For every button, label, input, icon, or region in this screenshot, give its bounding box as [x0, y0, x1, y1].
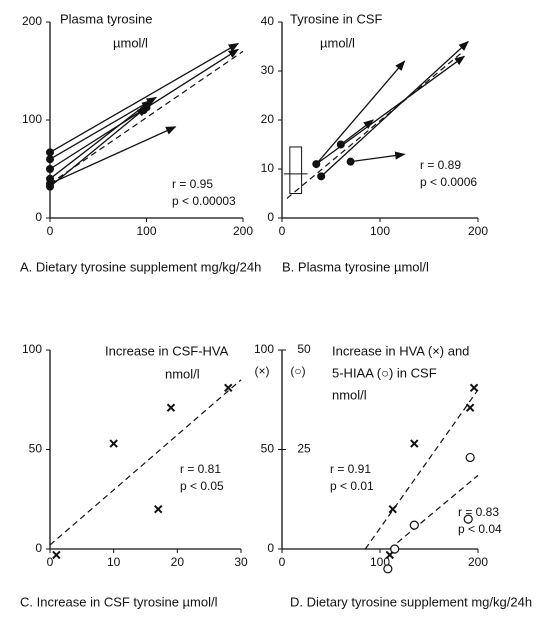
point [166, 403, 176, 412]
panel-title: Tyrosine in CSF [290, 11, 383, 26]
arrow [49, 42, 240, 153]
point [46, 148, 54, 157]
y-tick-label: 100 [22, 342, 42, 356]
point [142, 103, 151, 112]
panel-title: µmol/l [320, 35, 355, 50]
x-tick-label: 0 [279, 224, 286, 238]
y2-tick-label: 50 [297, 342, 311, 356]
x-tick-label: 0 [47, 224, 54, 238]
panel-title: Increase in HVA (×) and [332, 343, 469, 358]
x-tick-label: 200 [468, 224, 488, 238]
x-tick-label: 10 [107, 555, 121, 569]
x-tick-label: 0 [47, 555, 54, 569]
panel-title: Plasma tyrosine [60, 11, 152, 26]
point [383, 564, 393, 574]
arrow [49, 96, 158, 160]
y2-tick-label: 25 [297, 442, 311, 456]
point [463, 514, 473, 524]
x-tick-label: 0 [279, 555, 286, 569]
point [409, 520, 419, 530]
point [388, 504, 397, 514]
point [52, 550, 61, 560]
annotation: p < 0.04 [458, 522, 502, 536]
annotation: p < 0.0006 [420, 175, 477, 189]
x-tick-label: 20 [171, 555, 185, 569]
arrow [315, 55, 466, 165]
point [336, 140, 345, 149]
arrow [320, 40, 469, 177]
fit-line [364, 389, 479, 550]
point [109, 439, 118, 448]
y-tick-label: 0 [35, 541, 42, 555]
arrow [350, 151, 406, 163]
panel-title: nmol/l [332, 387, 367, 402]
point [346, 157, 355, 166]
point [224, 383, 233, 393]
arrow [49, 99, 153, 180]
y-tick-label: 30 [261, 63, 275, 77]
x-axis-label: A. Dietary tyrosine supplement mg/kg/24h [20, 259, 261, 274]
y-tick-label: 10 [261, 161, 275, 175]
x-tick-label: 200 [468, 555, 488, 569]
panel-title: Increase in CSF-HVA [105, 343, 229, 358]
x-tick-label: 100 [370, 224, 390, 238]
point [46, 155, 54, 164]
annotation: r = 0.95 [172, 177, 213, 191]
x-tick-label: 30 [234, 555, 248, 569]
annotation: r = 0.81 [180, 462, 221, 476]
annotation: p < 0.05 [180, 479, 224, 493]
point [46, 165, 54, 173]
point [469, 383, 479, 393]
y-tick-label: 200 [22, 14, 42, 28]
annotation: p < 0.00003 [172, 194, 236, 208]
y-tick-label: 0 [35, 210, 42, 224]
annotation: r = 0.91 [330, 462, 371, 476]
x-axis-label: C. Increase in CSF tyrosine µmol/l [20, 594, 218, 609]
y-tick-label: 0 [267, 541, 274, 555]
point [46, 182, 54, 191]
y-tick-label: 0 [267, 210, 274, 224]
point [390, 544, 400, 554]
panel-title: 5-HIAA (○) in CSF [332, 365, 437, 380]
x-axis-label: B. Plasma tyrosine µmol/l [282, 259, 429, 274]
fit-line [49, 379, 242, 546]
fit-line [286, 50, 464, 199]
y-axis-label: (×) [255, 364, 270, 378]
x-tick-label: 100 [136, 224, 156, 238]
y-tick-label: 100 [22, 112, 42, 126]
x-tick-label: 200 [233, 224, 253, 238]
arrow [49, 126, 177, 185]
point [317, 172, 326, 181]
x-axis-label: D. Dietary tyrosine supplement mg/kg/24h [290, 594, 532, 609]
y-tick-label: 40 [261, 14, 275, 28]
point [465, 452, 475, 463]
panel-title: µmol/l [113, 35, 148, 50]
point [410, 439, 419, 448]
arrow [49, 106, 148, 188]
point [465, 403, 475, 412]
range-box [289, 146, 303, 194]
point [312, 160, 321, 169]
fit-line [389, 474, 479, 550]
panel-title: nmol/l [165, 366, 200, 381]
arrow [315, 60, 406, 165]
y2-axis-label: (○) [290, 364, 305, 378]
annotation: p < 0.01 [330, 479, 374, 493]
point [154, 504, 163, 514]
y-tick-label: 20 [261, 112, 275, 126]
y-tick-label: 100 [254, 342, 274, 356]
annotation: r = 0.89 [420, 158, 461, 172]
arrow [340, 119, 374, 146]
y-tick-label: 50 [29, 442, 43, 456]
fit-line [49, 50, 244, 185]
y-tick-label: 50 [261, 442, 275, 456]
